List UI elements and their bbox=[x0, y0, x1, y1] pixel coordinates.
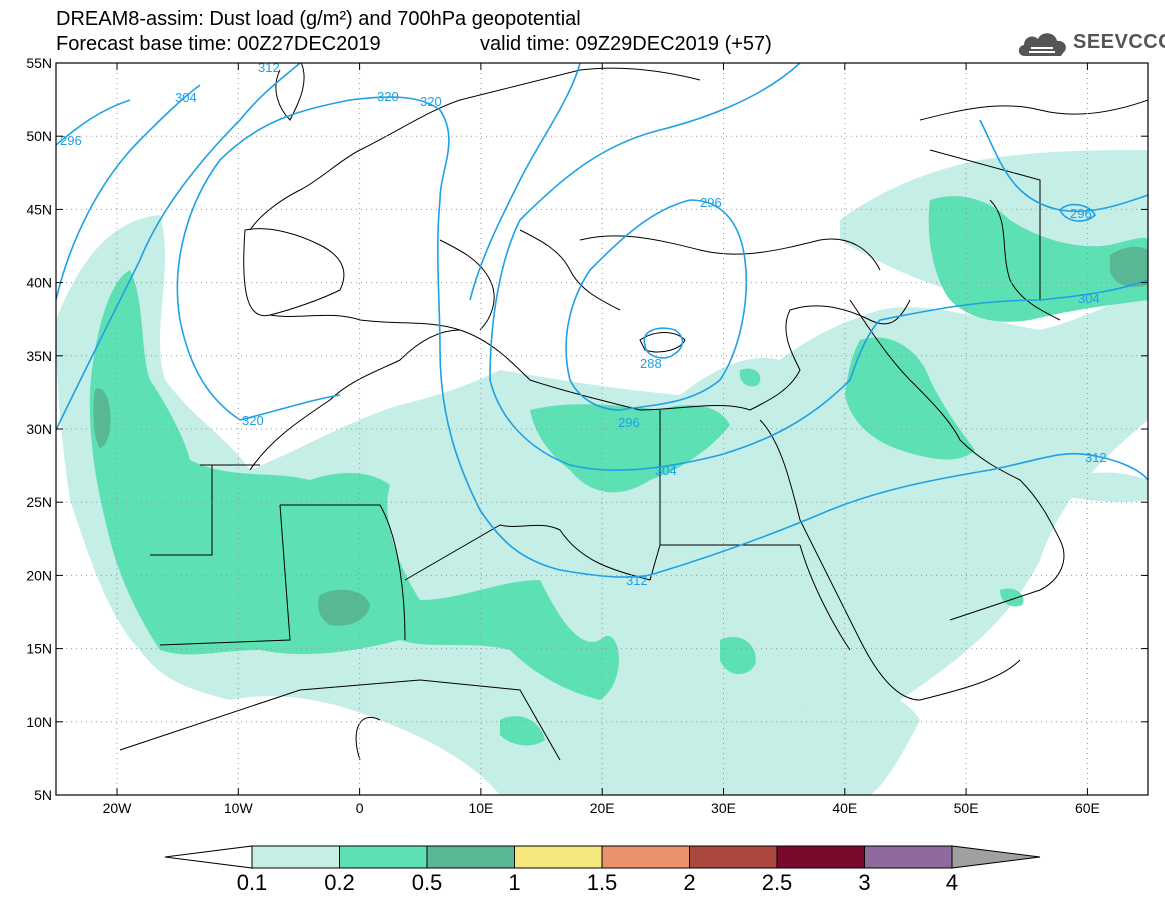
cloud-logo-icon bbox=[1018, 33, 1066, 56]
colorbar: 0.1 0.2 0.5 1 1.5 2 2.5 3 4 bbox=[164, 845, 1041, 895]
graticule bbox=[56, 63, 1148, 795]
contour-label: 312 bbox=[258, 60, 280, 75]
lat-label: 30N bbox=[26, 421, 52, 437]
lat-label: 5N bbox=[34, 787, 52, 803]
colorbar-label: 4 bbox=[946, 870, 958, 895]
lat-label: 15N bbox=[26, 641, 52, 657]
lat-label: 35N bbox=[26, 348, 52, 364]
lat-label: 50N bbox=[26, 128, 52, 144]
lon-label: 20W bbox=[103, 800, 133, 816]
map-title: DREAM8-assim: Dust load (g/m²) and 700hP… bbox=[56, 8, 581, 30]
lat-label: 45N bbox=[26, 201, 52, 217]
contour-label: 320 bbox=[420, 94, 442, 109]
dust-level-0-5 bbox=[93, 246, 1148, 626]
contour-label: 304 bbox=[1078, 291, 1100, 306]
colorbar-label: 1.5 bbox=[587, 870, 618, 895]
lat-label: 20N bbox=[26, 567, 52, 583]
colorbar-under-arrow bbox=[164, 845, 253, 869]
colorbar-label: 2.5 bbox=[762, 870, 793, 895]
contour-label: 304 bbox=[655, 463, 677, 478]
map-axes: 20W 10W 0 10E 20E 30E 40E 50E 60E 55N 50N 45N 40N 35N… bbox=[26, 55, 1148, 816]
colorbar-label: 0.1 bbox=[237, 870, 268, 895]
dust-load-fields bbox=[56, 150, 1148, 795]
colorbar-label: 0.5 bbox=[412, 870, 443, 895]
colorbar-swatch bbox=[864, 845, 953, 869]
contour-label: 320 bbox=[377, 89, 399, 104]
contour-labels: 296 304 312 320 320 320 296 288 296 304 … bbox=[60, 60, 1107, 588]
colorbar-over-arrow bbox=[951, 845, 1041, 869]
lon-label: 30E bbox=[711, 800, 736, 816]
colorbar-swatch bbox=[251, 845, 340, 869]
contour-label: 304 bbox=[175, 90, 197, 105]
lat-label: 40N bbox=[26, 275, 52, 291]
colorbar-label: 3 bbox=[858, 870, 870, 895]
valid-time: valid time: 09Z29DEC2019 (+57) bbox=[480, 33, 772, 55]
colorbar-swatch bbox=[514, 845, 603, 869]
colorbar-label: 1 bbox=[508, 870, 520, 895]
colorbar-swatch bbox=[426, 845, 515, 869]
contour-label: 296 bbox=[1070, 206, 1092, 221]
geopotential-contours bbox=[56, 63, 1148, 578]
lon-label: 0 bbox=[356, 800, 364, 816]
lat-label: 10N bbox=[26, 714, 52, 730]
forecast-base-time: Forecast base time: 00Z27DEC2019 bbox=[56, 33, 381, 55]
contour-label: 296 bbox=[618, 415, 640, 430]
lon-label: 60E bbox=[1075, 800, 1100, 816]
colorbar-swatch bbox=[339, 845, 428, 869]
lat-label: 25N bbox=[26, 494, 52, 510]
colorbar-label: 0.2 bbox=[324, 870, 355, 895]
contour-label: 288 bbox=[640, 356, 662, 371]
map-frame bbox=[55, 62, 1149, 796]
lat-label: 55N bbox=[26, 55, 52, 71]
contour-label: 296 bbox=[60, 133, 82, 148]
dust-level-0-2 bbox=[89, 196, 1148, 746]
contour-label: 296 bbox=[700, 195, 722, 210]
seevccc-logo: SEEVCCC bbox=[1015, 26, 1165, 62]
colorbar-swatch bbox=[776, 845, 865, 869]
lon-label: 40E bbox=[832, 800, 857, 816]
lon-label: 10E bbox=[468, 800, 493, 816]
colorbar-swatch bbox=[601, 845, 690, 869]
lon-label: 10W bbox=[224, 800, 254, 816]
logo-text: SEEVCCC bbox=[1073, 31, 1165, 53]
colorbar-swatch bbox=[689, 845, 778, 869]
coastlines-borders bbox=[119, 63, 1148, 761]
lon-label: 50E bbox=[954, 800, 979, 816]
contour-label: 312 bbox=[626, 573, 648, 588]
lon-label: 20E bbox=[590, 800, 615, 816]
colorbar-label: 2 bbox=[683, 870, 695, 895]
contour-label: 312 bbox=[1085, 450, 1107, 465]
contour-label: 320 bbox=[242, 413, 264, 428]
